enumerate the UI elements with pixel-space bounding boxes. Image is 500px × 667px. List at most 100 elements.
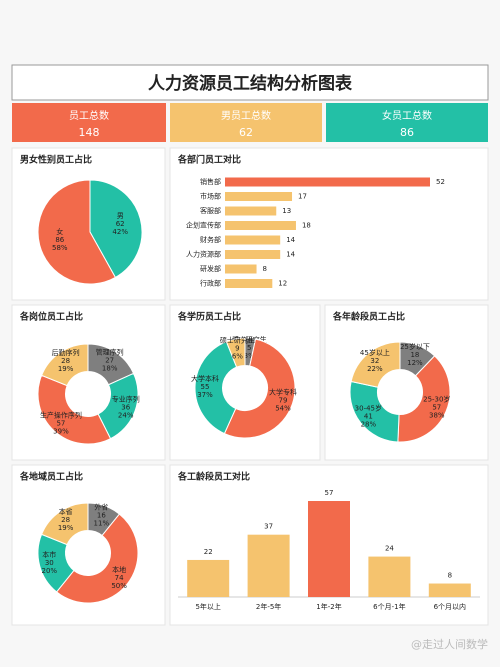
chart-title: 各岗位员工占比 [19, 311, 83, 323]
bar-value: 13 [282, 207, 291, 215]
bar [225, 279, 273, 288]
bar [225, 264, 257, 274]
kpi-label: 员工总数 [69, 109, 109, 122]
chart-title: 各年龄段员工占比 [332, 311, 405, 323]
slice-label: 博士研究生 [232, 335, 267, 344]
chart-title: 男女性别员工占比 [20, 154, 92, 166]
slice-percent: 20% [42, 567, 58, 575]
x-tick-label: 5年以上 [195, 602, 220, 611]
slice-value: 86 [55, 236, 64, 244]
slice [40, 502, 89, 546]
bar [428, 583, 471, 597]
kpi-value: 86 [400, 126, 414, 139]
slice-percent: 19% [58, 524, 74, 532]
bar-value: 17 [298, 193, 307, 201]
slice-label: 生产操作序列 [40, 410, 82, 419]
x-tick-label: 6个月以内 [434, 602, 466, 611]
slice-label: 专业序列 [112, 394, 140, 403]
bar-value: 22 [204, 548, 213, 556]
slice-percent: 18% [102, 364, 118, 372]
chart-title: 各学历员工占比 [177, 311, 241, 323]
slice-value: 28 [61, 357, 70, 365]
bar-value: 14 [286, 236, 295, 244]
slice [397, 355, 451, 443]
slice-value: 41 [364, 412, 373, 420]
slice-label: 大学专科 [269, 388, 297, 397]
bar-value: 12 [278, 280, 287, 288]
bar [308, 501, 350, 597]
slice-percent: 37% [197, 391, 213, 399]
slice-percent: 28% [361, 420, 377, 428]
slice-label: 本市 [42, 550, 56, 559]
slice [37, 374, 112, 445]
slice-label: 45岁以上 [360, 348, 390, 357]
slice-label: 本地 [112, 565, 126, 574]
slice-label: 25-30岁 [423, 395, 450, 404]
bar-value: 18 [302, 222, 311, 230]
x-tick-label: 2年-5年 [256, 602, 281, 611]
slice-label: 外省 [94, 502, 108, 511]
slice-percent: 58% [52, 244, 68, 252]
slice-value: 18 [410, 351, 419, 359]
kpi-card [170, 103, 322, 142]
bar-value: 24 [385, 545, 394, 553]
slice-label: 管理序列 [96, 347, 124, 356]
slice-percent: 42% [112, 228, 128, 236]
slice [37, 179, 117, 285]
slice-percent: 38% [429, 412, 445, 420]
title-box [11, 64, 489, 101]
slice-label: 硕士研究生 [220, 336, 255, 345]
slice-value: 62 [116, 220, 125, 228]
slice [40, 343, 89, 387]
slice-percent: 39% [53, 427, 69, 435]
slice-label: 大学本科 [191, 374, 219, 383]
slice-percent: 19% [58, 365, 74, 373]
bar-label: 企划宣传部 [186, 221, 221, 230]
slice-value: 28 [61, 516, 70, 524]
slice [225, 337, 246, 368]
panel [169, 147, 489, 301]
bar-value: 14 [286, 251, 295, 259]
slice-percent: 24% [118, 411, 134, 419]
slice-value: 32 [370, 357, 379, 365]
slice-percent: 54% [275, 405, 291, 413]
slice-value: 36 [121, 403, 130, 411]
bar [225, 250, 281, 259]
slice-label: 男 [117, 212, 124, 220]
slice-label: 25岁以下 [400, 342, 430, 351]
bar-label: 财务部 [200, 235, 221, 244]
slice [223, 338, 296, 439]
slice-value: 27 [105, 356, 114, 364]
slice-value: 5 [247, 344, 251, 352]
slice-value: 16 [97, 511, 106, 519]
bar [225, 221, 296, 230]
slice-value: 30 [45, 559, 54, 567]
slice [349, 380, 400, 443]
bar-value: 8 [263, 265, 267, 273]
slice-value: 57 [56, 419, 65, 427]
chart-title: 各工龄段员工对比 [177, 471, 250, 483]
bar-value: 37 [264, 523, 273, 531]
bar [187, 559, 230, 597]
slice-percent: 50% [111, 582, 127, 590]
bar-label: 客服部 [200, 206, 221, 215]
kpi-label: 男员工总数 [221, 109, 271, 122]
slice-value: 55 [201, 383, 210, 391]
bar [225, 192, 293, 201]
bar-label: 研发部 [200, 264, 221, 273]
kpi-card [12, 103, 166, 142]
slice-value: 9 [235, 345, 239, 353]
chart-title: 各地域员工占比 [19, 471, 83, 483]
bar [225, 177, 430, 187]
kpi-value: 148 [79, 126, 100, 139]
kpi-label: 女员工总数 [382, 109, 432, 122]
bar-value: 57 [325, 489, 334, 497]
slice-value: 74 [115, 574, 124, 582]
slice [350, 341, 401, 388]
bar-label: 市场部 [200, 192, 221, 201]
slice-value: 57 [432, 404, 441, 412]
bar [368, 556, 411, 597]
bar-label: 人力资源部 [186, 250, 221, 259]
slice-value: 79 [279, 397, 288, 405]
